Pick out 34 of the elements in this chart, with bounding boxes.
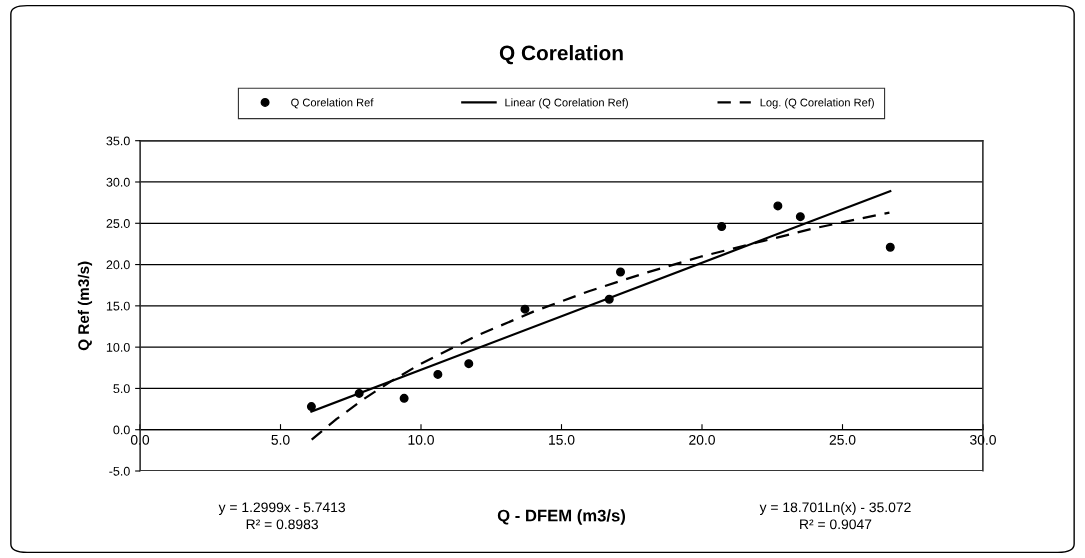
chart-title: Q Corelation: [499, 45, 623, 65]
x-tick-label: 15.0: [549, 434, 575, 445]
y-tick-label: 35.0: [106, 136, 130, 146]
point: [433, 369, 443, 379]
y-axis-title: Q Ref (m3/s): [77, 261, 93, 351]
legend-label: Q Corelation Ref: [291, 98, 374, 109]
point: [306, 402, 316, 412]
y-tick-label: 30.0: [106, 177, 130, 187]
y-tick-label: 5.0: [113, 384, 130, 394]
point: [885, 242, 895, 252]
point: [520, 304, 530, 314]
point: [717, 222, 727, 232]
y-tick-label: 10.0: [106, 342, 130, 352]
point: [616, 267, 626, 277]
x-axis-title: Q - DFEM (m3/s): [497, 509, 626, 525]
x-tick-label: 5.0: [271, 434, 290, 445]
y-tick-label: 25.0: [106, 219, 130, 228]
point: [773, 201, 783, 211]
y-tick-label: 20.0: [106, 260, 130, 270]
x-tick-label: 20.0: [689, 434, 715, 445]
text: y = 1.2999x - 5.7413 R² = 0.8983: [218, 502, 345, 530]
point: [604, 294, 614, 304]
y-tick-label: -5.0: [109, 466, 130, 476]
legend-label: Log. (Q Corelation Ref): [760, 98, 874, 109]
point: [354, 388, 364, 398]
y-tick-label: 0.0: [113, 425, 130, 435]
text: y = 18.701Ln(x) - 35.072 R² = 0.9047: [759, 502, 911, 530]
point: [795, 212, 805, 222]
y-tick-label: 15.0: [106, 301, 130, 311]
point: [399, 393, 409, 403]
x-tick-label: 10.0: [408, 434, 434, 445]
x-tick-label: 25.0: [829, 434, 856, 445]
legend-label: Linear (Q Corelation Ref): [505, 98, 628, 109]
point: [464, 359, 474, 369]
